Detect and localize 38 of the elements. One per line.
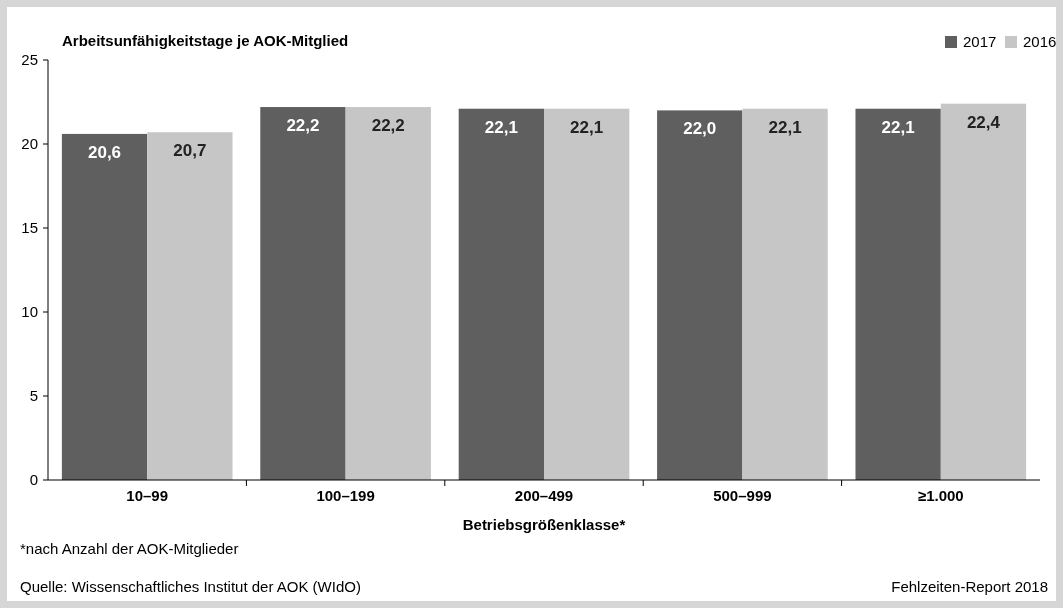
data-label: 22,4 [966,112,1001,132]
bar [544,108,630,480]
bar [657,110,743,480]
y-tick-label: 15 [21,219,38,236]
x-tick-label: 100–199 [316,487,375,504]
source-note: Quelle: Wissenschaftliches Institut der AOK (WIdO) [20,578,361,595]
data-label: 20,6 [88,142,122,162]
data-label: 22,1 [881,117,915,137]
data-label: 22,1 [570,117,604,137]
bar [458,108,544,480]
y-tick-label: 10 [21,303,38,320]
bar [345,107,431,480]
data-label: 22,0 [683,119,717,139]
bar [147,132,233,480]
data-label: 22,2 [371,116,405,136]
data-label: 22,2 [286,116,320,136]
x-tick-label: 10–99 [126,487,169,504]
bar [855,108,941,480]
data-label: 22,1 [484,117,518,137]
text: Fehlzeiten-Report 2018 [891,578,1048,595]
x-tick-label: 200–499 [514,487,574,504]
y-tick-label: 25 [21,51,38,68]
data-label: 22,1 [768,117,802,137]
bar [61,133,148,480]
legend-label: 2017 [963,33,997,50]
bar [742,108,828,480]
y-tick-label: 0 [29,471,38,488]
bar [940,103,1027,480]
chart-title: Arbeitsunfähigkeitstage je AOK-Mitglied [62,32,349,49]
y-tick-label: 5 [29,387,38,404]
x-tick-label: ≥1.000 [917,487,964,504]
x-tick-label: 500–999 [713,487,772,504]
y-tick-label: 20 [21,135,38,152]
bar [260,107,346,480]
x-axis-title: Betriebsgrößenklasse* [462,516,626,533]
legend-label: 2016 [1023,33,1057,50]
data-label: 20,7 [173,141,207,161]
text: *nach Anzahl der AOK-Mitglieder [20,540,239,557]
